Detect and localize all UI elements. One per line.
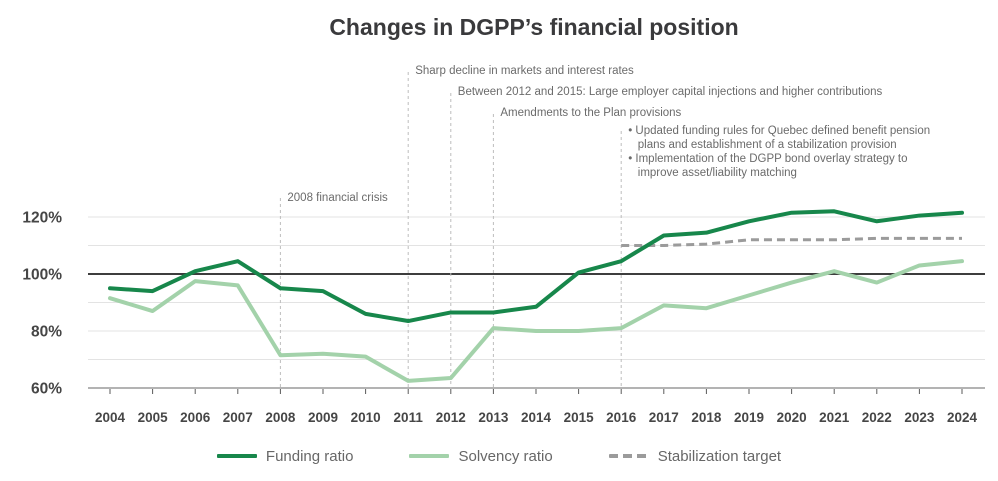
x-axis-label-2010: 2010 (351, 410, 381, 425)
legend-label: Solvency ratio (458, 447, 553, 465)
page-title: Changes in DGPP’s financial position (329, 14, 739, 40)
x-axis-label-2024: 2024 (947, 410, 978, 425)
x-axis-label-2015: 2015 (564, 410, 595, 425)
chart-legend: Funding ratio Solvency ratio Stabilizati… (0, 444, 998, 468)
x-axis-label-2013: 2013 (478, 410, 509, 425)
y-axis-label-80: 80% (31, 324, 62, 341)
legend-label: Funding ratio (265, 447, 354, 465)
x-axis-label-2011: 2011 (394, 410, 424, 425)
x-axis-label-2009: 2009 (308, 410, 338, 425)
x-axis-label-2018: 2018 (691, 410, 722, 425)
solvency-ratio-swatch-icon (409, 454, 450, 458)
x-axis-label-2007: 2007 (223, 410, 253, 425)
legend-item-solvency-ratio: Solvency ratio (409, 447, 553, 465)
stabilization-target-swatch-icon (608, 454, 649, 458)
y-axis-label-120: 120% (22, 210, 62, 227)
y-axis-label-60: 60% (31, 381, 62, 398)
x-axis-label-2022: 2022 (862, 410, 892, 425)
stabilization-target-line (621, 236, 962, 247)
x-axis-label-2021: 2021 (819, 410, 850, 425)
x-axis-label-2023: 2023 (904, 410, 935, 425)
x-axis-label-2005: 2005 (138, 410, 169, 425)
x-axis-label-2008: 2008 (265, 410, 296, 425)
funding-ratio-line (108, 209, 964, 324)
x-axis-label-2019: 2019 (734, 410, 764, 425)
x-axis-label-2017: 2017 (649, 410, 679, 425)
y-axis-label-100: 100% (22, 267, 62, 284)
legend-item-stabilization-target: Stabilization target (608, 447, 782, 465)
solvency-ratio-line (108, 259, 964, 383)
funding-ratio-swatch-icon (216, 454, 257, 458)
legend-item-funding-ratio: Funding ratio (216, 447, 354, 465)
x-axis-label-2020: 2020 (777, 410, 807, 425)
x-axis-label-2006: 2006 (180, 410, 211, 425)
x-axis-label-2014: 2014 (521, 410, 552, 425)
x-axis-label-2012: 2012 (436, 410, 466, 425)
legend-label: Stabilization target (657, 447, 782, 465)
x-axis-label-2004: 2004 (95, 410, 126, 425)
x-axis-label-2016: 2016 (606, 410, 637, 425)
